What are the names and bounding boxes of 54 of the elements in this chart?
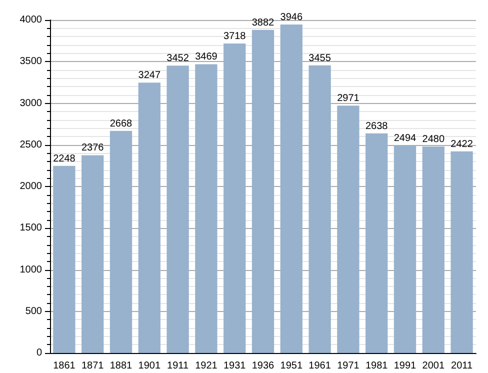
bar [110,130,132,353]
bar [394,145,416,353]
y-tick-label: 1500 [20,222,42,234]
x-tick-label: 1871 [81,360,104,372]
y-tick-label: 1000 [20,264,42,276]
bar [280,24,302,353]
x-tick-label: 1911 [167,360,189,372]
bar [166,66,189,353]
data-label: 2248 [53,153,76,164]
x-tick-label: 1936 [252,360,275,372]
y-tick-label: 2500 [20,139,42,150]
x-tick-label: 1901 [138,360,161,372]
bar [252,30,274,353]
data-label: 3469 [195,52,218,63]
data-label: 2638 [365,120,388,132]
bar [53,166,76,353]
x-tick-label: 1991 [394,360,417,372]
bar [337,106,360,353]
bar [366,133,388,353]
data-label: 3882 [252,17,275,28]
y-tick-label: 0 [36,348,42,358]
data-label: 3946 [280,12,303,23]
bar [82,155,104,353]
x-tick-label: 2011 [451,360,473,372]
x-tick-label: 1951 [280,360,303,372]
bar [422,146,444,353]
data-label: 3455 [308,52,332,64]
bar [450,151,473,353]
bar [224,43,246,353]
x-tick-label: 1971 [337,360,360,372]
data-label: 2668 [110,118,133,130]
y-tick-label: 4000 [20,14,42,26]
x-tick-label: 1881 [110,360,133,372]
y-tick-label: 3500 [20,56,42,68]
y-tick-label: 3000 [20,98,42,109]
data-label: 2422 [450,138,474,150]
y-tick-label: 2000 [20,181,42,192]
x-tick-label: 1961 [308,360,332,372]
data-label: 3452 [166,53,190,64]
x-tick-label: 1921 [195,360,218,372]
data-label: 2971 [337,93,360,104]
data-label: 2480 [422,134,445,146]
x-tick-label: 2001 [422,360,445,372]
bar [138,82,160,353]
x-tick-label: 1931 [223,360,246,372]
data-label: 3718 [223,30,246,42]
bar [308,65,331,353]
bar [195,64,218,353]
data-label: 3247 [138,70,161,82]
x-tick-label: 1981 [365,360,388,372]
data-label: 2494 [394,132,417,144]
x-tick-label: 1861 [53,360,76,372]
y-tick-label: 500 [25,306,42,317]
data-label: 2376 [81,142,104,154]
